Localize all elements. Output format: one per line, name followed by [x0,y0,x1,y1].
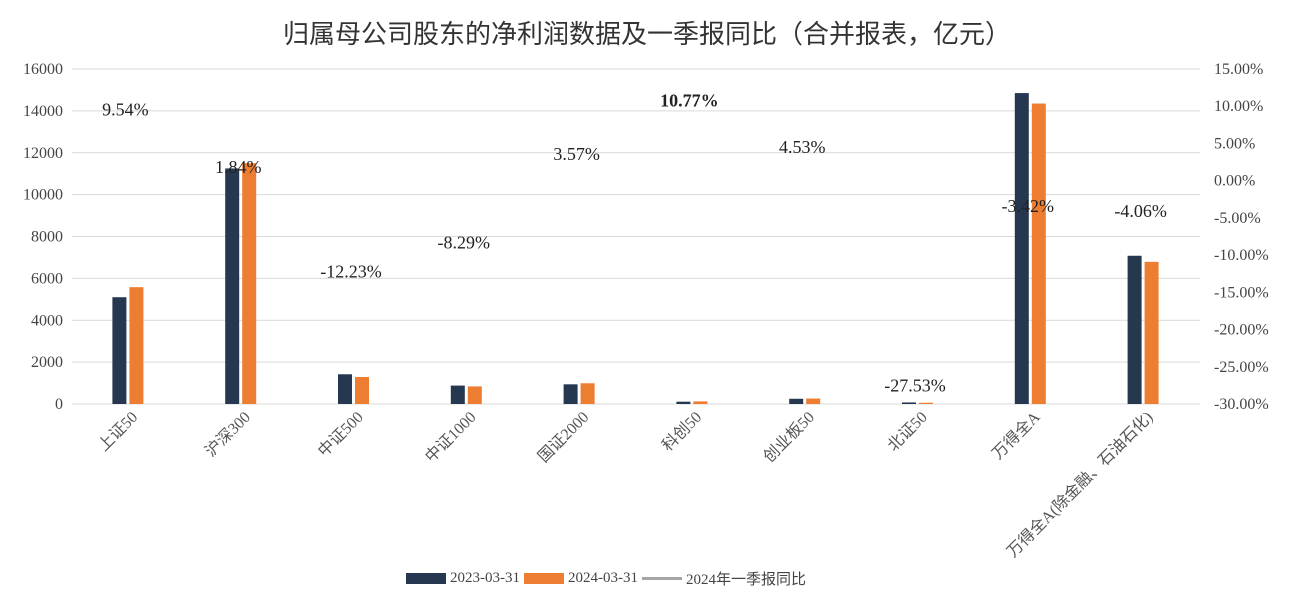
bar-2023 [112,297,127,404]
bar-2024 [242,163,257,404]
yoy-data-label: -3.42% [1002,196,1055,216]
bar-2024 [129,287,144,404]
x-tick-label: 万得全A [989,408,1044,463]
legend-swatch-yoy [642,576,682,580]
bar-2023 [1014,93,1029,404]
legend-swatch-2023 [406,572,446,584]
y-right-tick-label: 0.00% [1214,173,1255,190]
y-right-tick-label: -25.00% [1214,359,1269,376]
legend-swatch-2024 [524,572,564,584]
legend-label-yoy: 2024年一季报同比 [686,571,807,588]
x-tick-label: 中证1000 [422,408,480,466]
y-left-tick-label: 0 [55,396,63,413]
legend-label-2023: 2023-03-31 [450,569,520,586]
yoy-data-label: -8.29% [438,232,491,252]
x-tick-label: 北证50 [884,408,931,455]
y-right-tick-label: -20.00% [1214,322,1269,339]
y-left-tick-label: 6000 [31,270,63,287]
bar-2023 [676,401,691,404]
bar-2024 [467,386,482,404]
x-tick-label: 国证2000 [534,408,592,466]
y-right-tick-label: -30.00% [1214,396,1269,413]
y-right-tick-label: 15.00% [1214,61,1263,78]
yoy-data-label: 9.54% [102,100,149,120]
y-left-tick-label: 8000 [31,229,63,246]
yoy-data-label: 1.84% [215,157,262,177]
y-right-tick-label: 10.00% [1214,98,1263,115]
yoy-data-label: 4.53% [779,137,826,157]
bar-2024 [806,398,821,404]
bar-2023 [450,385,465,404]
y-left-tick-label: 10000 [23,187,63,204]
bar-2024 [355,376,369,404]
legend-item-yoy[interactable]: 2024年一季报同比 [642,568,806,589]
y-left-tick-label: 4000 [31,312,63,329]
bar-2023 [1127,255,1142,404]
bar-2024 [1144,261,1159,404]
legend-item-2024[interactable]: 2024-03-31 [524,570,638,587]
x-tick-label: 创业板50 [760,408,818,466]
bar-2023 [563,384,578,404]
bar-2023 [789,398,804,404]
yoy-data-label: 10.77% [660,90,719,110]
bar-2024 [919,402,933,404]
x-tick-label: 中证500 [314,408,366,460]
legend: 2023-03-31 2024-03-31 2024年一季报同比 [406,568,810,588]
bar-2024 [693,401,708,404]
yoy-data-label: -4.06% [1114,201,1167,221]
bar-2024 [1031,103,1046,404]
legend-label-2024: 2024-03-31 [568,569,638,586]
y-right-tick-label: 5.00% [1214,135,1255,152]
y-right-tick-label: -10.00% [1214,247,1269,264]
y-left-tick-label: 14000 [23,103,63,120]
y-left-tick-label: 16000 [23,61,63,78]
legend-item-2023[interactable]: 2023-03-31 [406,570,520,587]
chart-title: 归属母公司股东的净利润数据及一季报同比（合并报表，亿元） [282,20,1011,50]
yoy-data-label: -12.23% [320,262,382,282]
y-left-tick-label: 12000 [23,145,63,162]
y-right-tick-label: -5.00% [1214,210,1261,227]
yoy-data-label: -27.53% [884,376,946,396]
y-right-tick-label: -15.00% [1214,284,1269,301]
yoy-data-label: 3.57% [553,144,600,164]
bar-2023 [225,168,240,404]
bar-2023 [338,374,352,404]
x-tick-label: 科创50 [659,408,706,455]
x-tick-label: 上证50 [95,408,142,455]
x-tick-label: 沪深300 [202,408,254,460]
bar-2024 [580,383,595,404]
bar-2023 [902,402,916,404]
y-left-tick-label: 2000 [31,354,63,371]
